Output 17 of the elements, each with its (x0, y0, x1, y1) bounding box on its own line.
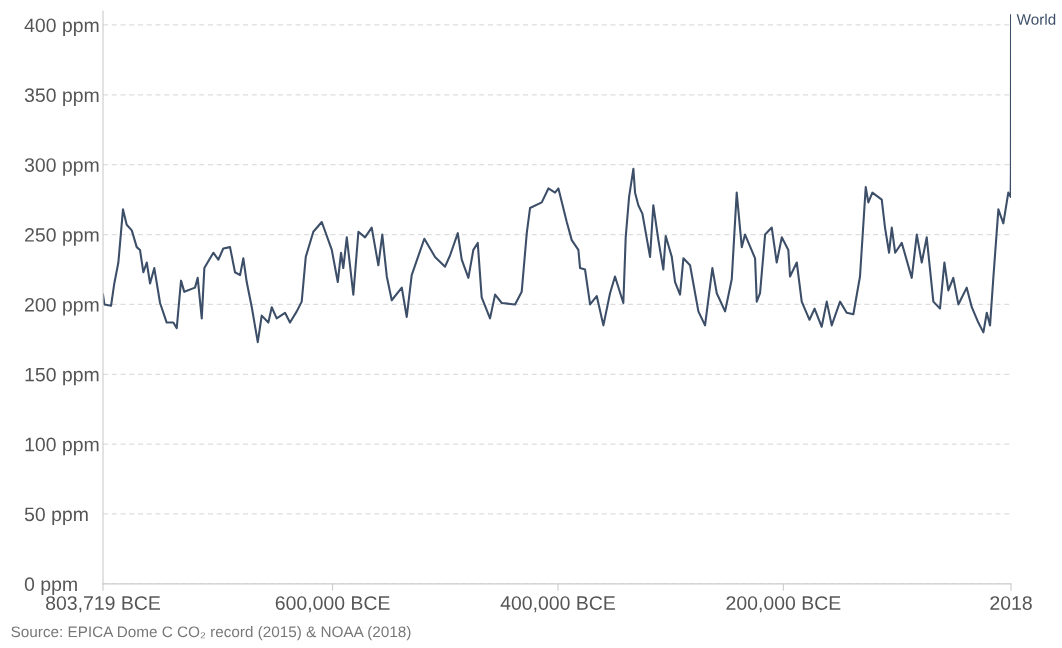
x-tick-label: 2018 (990, 596, 1032, 610)
line-series (103, 14, 1012, 344)
y-tick-label: 0 ppm (24, 577, 77, 595)
y-tick-label: 100 ppm (25, 437, 99, 456)
x-tick-label: 600,000 BCE (275, 596, 390, 613)
y-tick-label: 350 ppm (24, 88, 99, 106)
y-tick-label: 250 ppm (25, 228, 99, 246)
y-tick-label: 50 ppm (24, 507, 88, 526)
y-tick-label: 400 ppm (24, 18, 99, 37)
x-tick-label: 803,719 BCE (46, 596, 161, 613)
series-label: World (1016, 13, 1056, 25)
source-note: Source: EPICA Dome C CO₂ record (2015) & NOAA (2018) (11, 625, 411, 641)
y-tick-label: 150 ppm (25, 367, 99, 386)
x-tick-label: 200,000 BCE (726, 596, 841, 613)
x-tick-label: 400,000 BCE (500, 596, 615, 613)
y-tick-label: 200 ppm (25, 297, 99, 316)
y-tick-label: 300 ppm (24, 158, 99, 176)
